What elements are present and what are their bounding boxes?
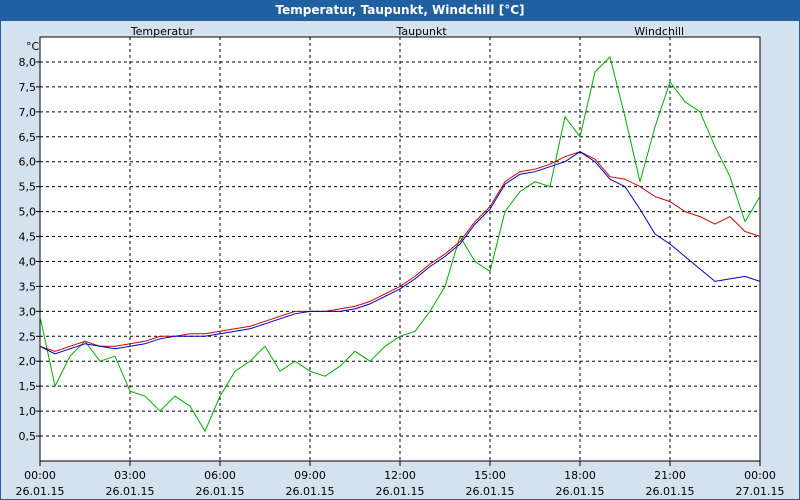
y-axis-unit: °C	[26, 40, 40, 53]
y-tick-label: 3,5	[19, 280, 37, 293]
x-tick-date-label: 27.01.15	[736, 485, 785, 498]
x-tick-date-label: 26.01.15	[286, 485, 335, 498]
x-tick-time-label: 00:00	[744, 469, 776, 482]
x-tick-time-label: 09:00	[294, 469, 326, 482]
y-tick-label: 4,5	[19, 231, 37, 244]
y-tick-label: 2,0	[19, 355, 37, 368]
y-tick-label: 3,0	[19, 305, 37, 318]
series-lines	[39, 56, 761, 433]
y-tick-label: 6,0	[19, 156, 37, 169]
y-tick-label: 5,5	[19, 181, 37, 194]
x-tick-time-label: 03:00	[114, 469, 146, 482]
x-tick-time-label: 15:00	[474, 469, 506, 482]
x-tick-date-label: 26.01.15	[106, 485, 155, 498]
y-tick-label: 7,0	[19, 106, 37, 119]
y-tick-label: 6,5	[19, 131, 37, 144]
x-axis: 00:00 26.01.15 03:00 26.01.15 06:00 26.01.15 0…	[16, 461, 785, 498]
window-title: Temperatur, Taupunkt, Windchill [°C]	[0, 0, 800, 20]
y-tick-label: 1,5	[19, 380, 37, 393]
legend-entry: Taupunkt	[395, 25, 447, 38]
legend: Temperatur Taupunkt Windchill	[130, 25, 684, 38]
y-tick-label: 2,5	[19, 330, 37, 343]
x-tick-date-label: 26.01.15	[196, 485, 245, 498]
x-tick-time-label: 21:00	[654, 469, 686, 482]
series-line-taupunkt	[39, 151, 761, 355]
series-line-temperatur	[39, 151, 761, 352]
legend-entry: Windchill	[634, 25, 684, 38]
y-tick-label: 4,0	[19, 255, 37, 268]
y-axis: 0,5 1,0 1,5 2,0 2,5 3,0 3,5 4,0 4,5 5,0 5,5 6,0 6,5 7…	[19, 56, 40, 443]
x-tick-date-label: 26.01.15	[376, 485, 425, 498]
series-line-windchill	[39, 56, 761, 433]
x-tick-date-label: 26.01.15	[646, 485, 695, 498]
y-tick-label: 5,0	[19, 206, 37, 219]
x-tick-time-label: 00:00	[24, 469, 56, 482]
y-tick-label: 7,5	[19, 81, 37, 94]
y-tick-label: 8,0	[19, 56, 37, 69]
x-tick-date-label: 26.01.15	[556, 485, 605, 498]
x-tick-time-label: 06:00	[204, 469, 236, 482]
x-tick-date-label: 26.01.15	[466, 485, 515, 498]
legend-entry: Temperatur	[130, 25, 195, 38]
x-tick-time-label: 12:00	[384, 469, 416, 482]
y-tick-label: 0,5	[19, 430, 37, 443]
y-tick-label: 1,0	[19, 405, 37, 418]
chart: Temperatur Taupunkt Windchill °C 0,5 1,0 1,5…	[16, 25, 785, 498]
x-tick-time-label: 18:00	[564, 469, 596, 482]
x-tick-date-label: 26.01.15	[16, 485, 65, 498]
